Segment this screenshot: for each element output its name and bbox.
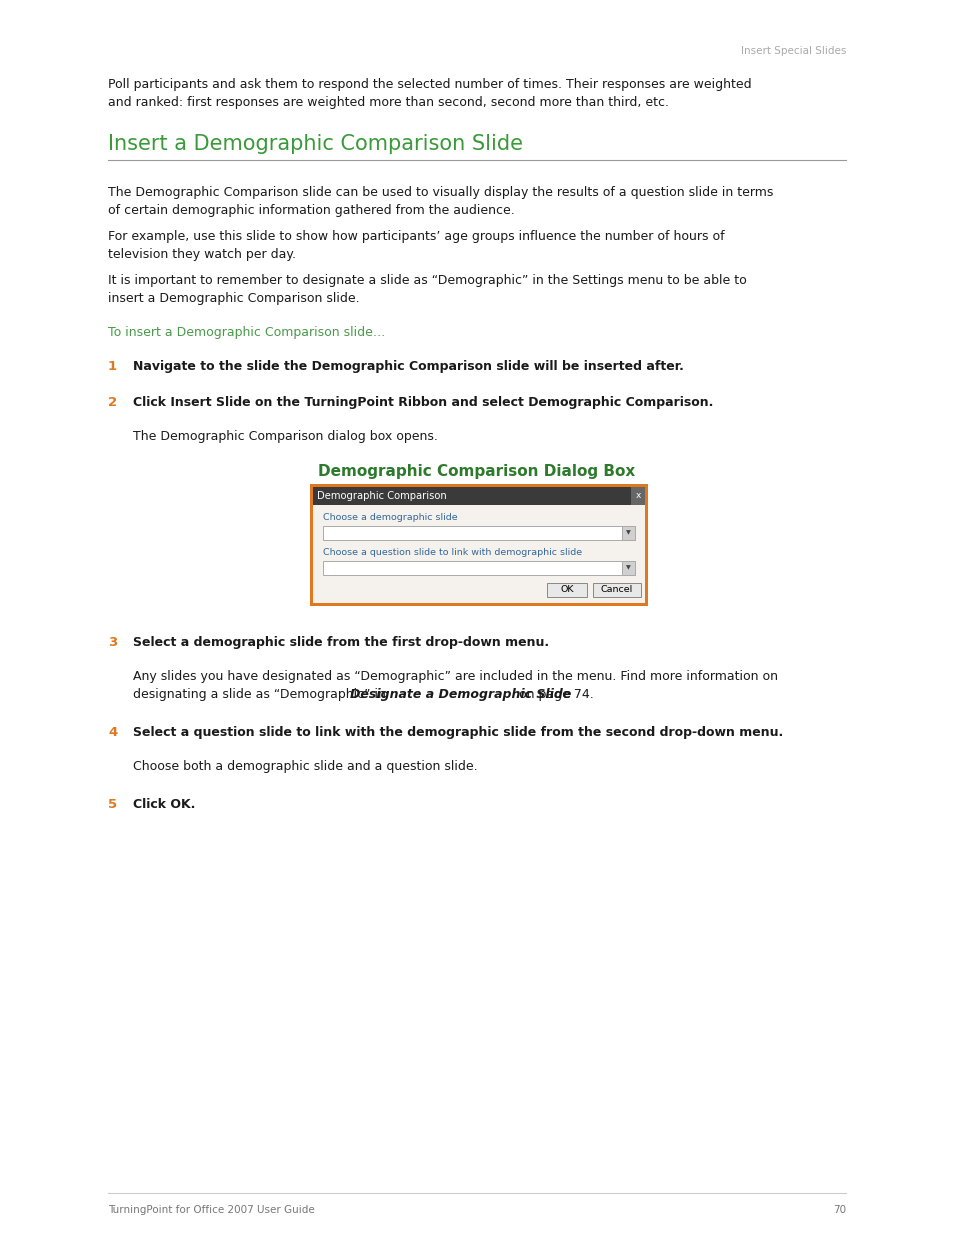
Text: 2: 2 xyxy=(108,396,117,409)
Text: 4: 4 xyxy=(108,726,117,739)
Text: of certain demographic information gathered from the audience.: of certain demographic information gathe… xyxy=(108,204,515,217)
Text: 70: 70 xyxy=(832,1205,845,1215)
Text: ▼: ▼ xyxy=(625,566,630,571)
Text: 5: 5 xyxy=(108,798,117,811)
Text: To insert a Demographic Comparison slide…: To insert a Demographic Comparison slide… xyxy=(108,326,385,338)
Text: x: x xyxy=(635,492,640,500)
Text: 1: 1 xyxy=(108,359,117,373)
Text: television they watch per day.: television they watch per day. xyxy=(108,248,295,261)
Bar xyxy=(323,526,635,540)
Bar xyxy=(310,484,647,606)
Text: For example, use this slide to show how participants’ age groups influence the n: For example, use this slide to show how … xyxy=(108,230,724,243)
Bar xyxy=(621,526,635,540)
Text: OK: OK xyxy=(559,585,573,594)
Text: The Demographic Comparison dialog box opens.: The Demographic Comparison dialog box op… xyxy=(132,430,437,443)
Text: TurningPoint for Office 2007 User Guide: TurningPoint for Office 2007 User Guide xyxy=(108,1205,314,1215)
Text: Demographic Comparison: Demographic Comparison xyxy=(316,492,446,501)
Text: Choose a demographic slide: Choose a demographic slide xyxy=(323,513,457,522)
Text: Poll participants and ask them to respond the selected number of times. Their re: Poll participants and ask them to respon… xyxy=(108,78,751,91)
Text: It is important to remember to designate a slide as “Demographic” in the Setting: It is important to remember to designate… xyxy=(108,274,746,287)
Text: Choose a question slide to link with demographic slide: Choose a question slide to link with dem… xyxy=(323,548,581,557)
Bar xyxy=(621,561,635,576)
Text: Navigate to the slide the Demographic Comparison slide will be inserted after.: Navigate to the slide the Demographic Co… xyxy=(132,359,683,373)
Bar xyxy=(546,583,586,597)
Bar xyxy=(313,487,644,505)
Text: insert a Demographic Comparison slide.: insert a Demographic Comparison slide. xyxy=(108,291,359,305)
Text: Demographic Comparison Dialog Box: Demographic Comparison Dialog Box xyxy=(318,464,635,479)
Text: Insert Special Slides: Insert Special Slides xyxy=(740,46,845,56)
Text: Cancel: Cancel xyxy=(600,585,633,594)
Text: Click OK.: Click OK. xyxy=(132,798,195,811)
Bar xyxy=(593,583,640,597)
Text: Click Insert Slide on the TurningPoint Ribbon and select Demographic Comparison.: Click Insert Slide on the TurningPoint R… xyxy=(132,396,713,409)
Text: and ranked: first responses are weighted more than second, second more than thir: and ranked: first responses are weighted… xyxy=(108,96,668,109)
Text: on page 74.: on page 74. xyxy=(515,688,593,701)
Bar xyxy=(313,505,644,603)
Bar xyxy=(630,487,644,505)
Bar xyxy=(323,561,635,576)
Text: Insert a Demographic Comparison Slide: Insert a Demographic Comparison Slide xyxy=(108,135,522,154)
Text: The Demographic Comparison slide can be used to visually display the results of : The Demographic Comparison slide can be … xyxy=(108,186,773,199)
Text: Designate a Demographic Slide: Designate a Demographic Slide xyxy=(350,688,571,701)
Text: Select a demographic slide from the first drop-down menu.: Select a demographic slide from the firs… xyxy=(132,636,549,650)
Text: 3: 3 xyxy=(108,636,117,650)
Text: Choose both a demographic slide and a question slide.: Choose both a demographic slide and a qu… xyxy=(132,760,477,773)
Text: Select a question slide to link with the demographic slide from the second drop-: Select a question slide to link with the… xyxy=(132,726,782,739)
Text: designating a slide as “Demographic” in: designating a slide as “Demographic” in xyxy=(132,688,390,701)
Text: ▼: ▼ xyxy=(625,531,630,536)
Text: Any slides you have designated as “Demographic” are included in the menu. Find m: Any slides you have designated as “Demog… xyxy=(132,671,778,683)
